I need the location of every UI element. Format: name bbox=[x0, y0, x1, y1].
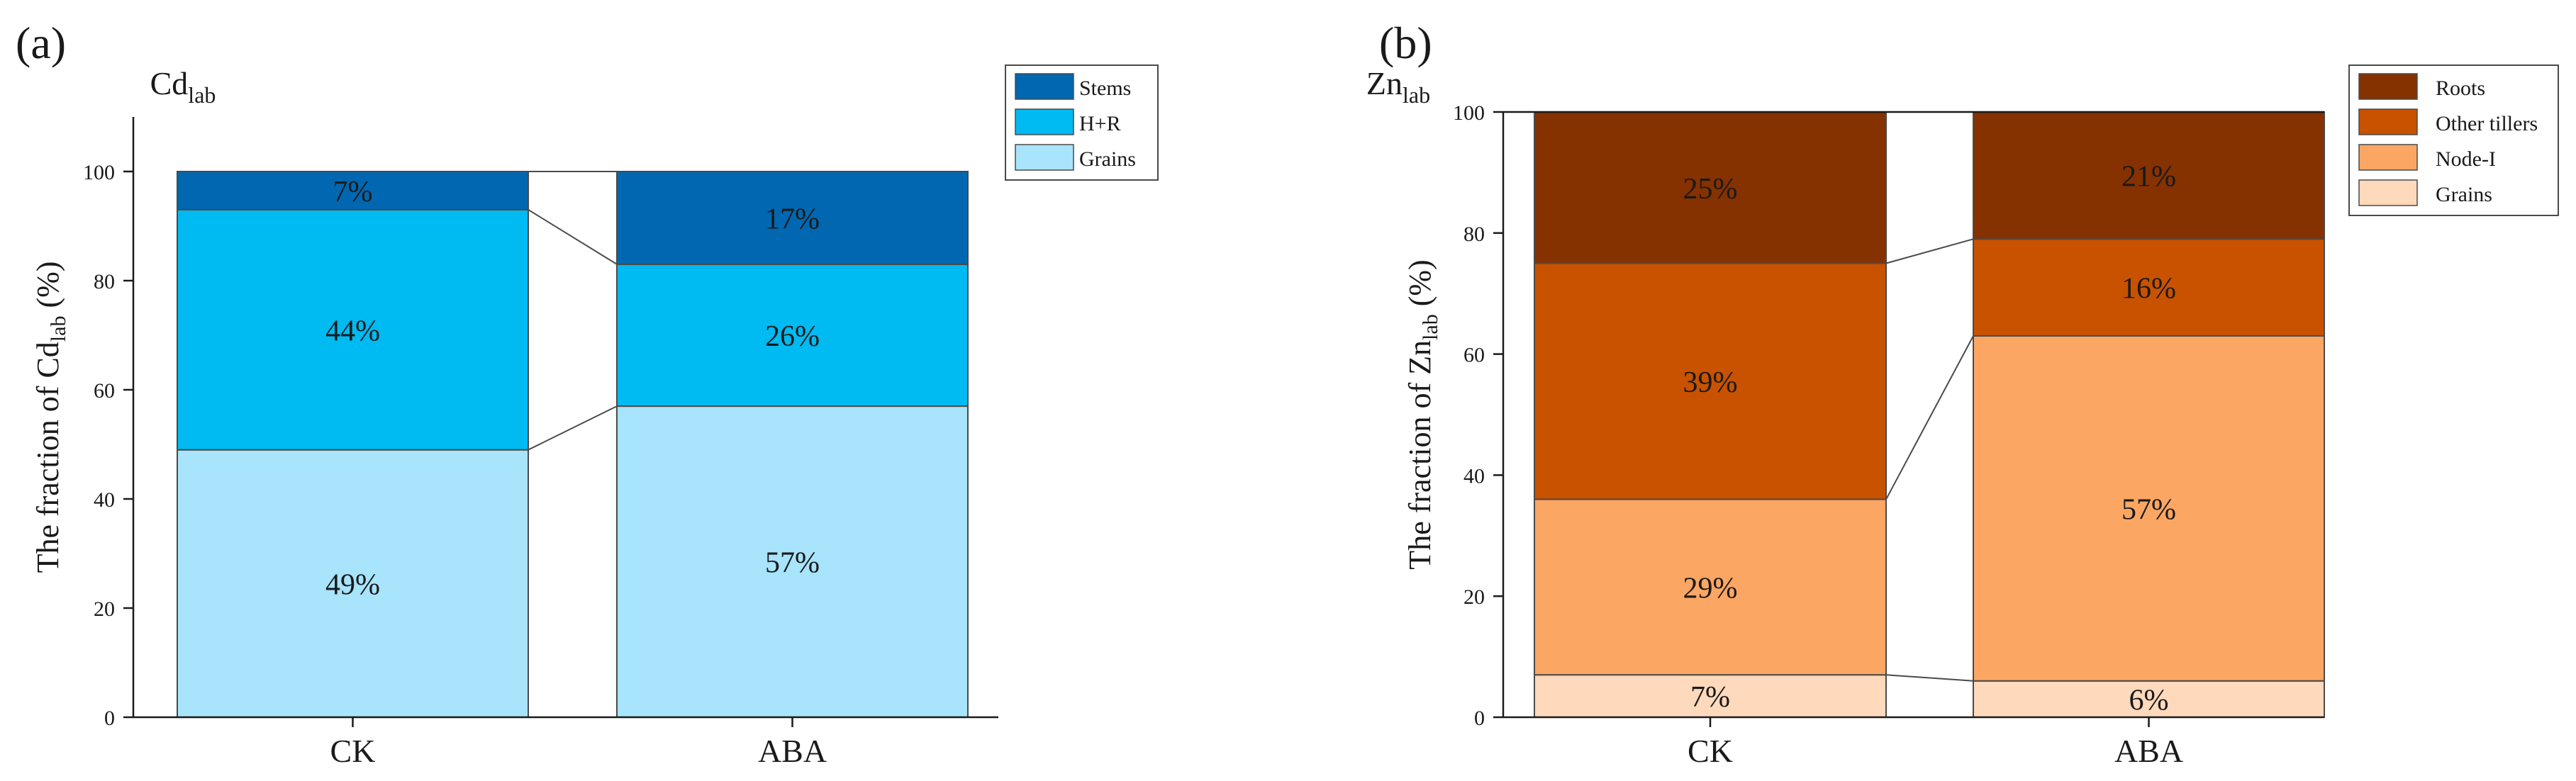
legend-swatch-grains bbox=[2358, 179, 2418, 206]
legend-swatch-roots bbox=[2358, 73, 2418, 100]
y-tick-label: 0 bbox=[104, 707, 115, 730]
bar-segment-aba-h-r bbox=[616, 263, 969, 408]
y-tick-label: 60 bbox=[1463, 344, 1485, 367]
y-tick-label: 80 bbox=[94, 270, 115, 293]
y-tick-label: 40 bbox=[94, 488, 115, 512]
connector-line-grains bbox=[1885, 674, 1974, 682]
y-axis-title-subscript: lab bbox=[47, 316, 70, 342]
y-axis-title: The fraction of Znlab (%) bbox=[1403, 259, 1442, 569]
bar-segment-ck-grains bbox=[177, 449, 529, 718]
legend-label-grains: Grains bbox=[2436, 183, 2492, 206]
y-axis-title-unit: (%) bbox=[1403, 259, 1437, 314]
y-tick-label: 20 bbox=[1463, 585, 1485, 609]
connector-line-grains bbox=[528, 405, 618, 451]
legend-swatch-node-i bbox=[2358, 144, 2418, 171]
data-label-ck-node-i: 29% bbox=[1683, 572, 1738, 605]
data-label-aba-h-r: 26% bbox=[765, 320, 820, 353]
bar-segment-ck-stems bbox=[177, 171, 529, 210]
bar-segment-ck-h-r bbox=[177, 208, 529, 451]
panel-label: (a) bbox=[16, 18, 66, 68]
bar-segment-ck-node-i bbox=[1534, 498, 1887, 676]
chart-title: Znlab bbox=[1366, 65, 1430, 108]
legend: Roots Other tillers Node-I Grains bbox=[2348, 64, 2559, 216]
chart-title-main: Zn bbox=[1366, 65, 1403, 101]
x-tick-label-aba: ABA bbox=[758, 733, 827, 769]
data-label-aba-node-i: 57% bbox=[2121, 493, 2176, 526]
data-label-aba-other-tillers: 16% bbox=[2121, 273, 2176, 305]
bar-segment-aba-stems bbox=[616, 171, 969, 265]
connector-line-h-r bbox=[528, 209, 618, 265]
chart-panel-b: (b)Znlab7%29%39%25%6%57%16%21%0204060801… bbox=[1366, 18, 2559, 769]
bar-segment-ck-grains bbox=[1534, 674, 1887, 718]
data-label-ck-grains: 49% bbox=[325, 568, 380, 601]
x-tick-label-ck: CK bbox=[1688, 733, 1733, 769]
data-label-aba-roots: 21% bbox=[2121, 161, 2176, 193]
y-tick-label: 80 bbox=[1463, 223, 1485, 246]
data-label-aba-stems: 17% bbox=[765, 203, 820, 235]
legend-swatch-grains bbox=[1015, 144, 1074, 171]
y-tick-label: 20 bbox=[94, 597, 115, 621]
data-label-aba-grains: 6% bbox=[2129, 684, 2169, 717]
legend-swatch-other-tillers bbox=[2358, 108, 2418, 135]
y-axis-title: The fraction of Cdlab (%) bbox=[30, 262, 70, 573]
legend-swatch-h-r bbox=[1015, 108, 1074, 135]
data-label-ck-h-r: 44% bbox=[325, 315, 380, 347]
legend-label-roots: Roots bbox=[2436, 77, 2485, 100]
x-tick-label-aba: ABA bbox=[2114, 733, 2183, 769]
x-tick-label-ck: CK bbox=[330, 733, 376, 769]
connector-line-other-tillers bbox=[1885, 238, 1974, 264]
y-axis-title-text: The fraction of Zn bbox=[1403, 340, 1437, 570]
chart-title: Cdlab bbox=[150, 65, 216, 108]
chart-title-main: Cd bbox=[150, 65, 189, 101]
bar-segment-aba-other-tillers bbox=[1973, 238, 2325, 337]
y-tick-label: 60 bbox=[94, 379, 115, 403]
legend-swatch-stems bbox=[1015, 73, 1074, 100]
y-tick-label: 40 bbox=[1463, 464, 1485, 488]
y-axis-title-text: The fraction of Cd bbox=[30, 342, 65, 573]
legend-label-other-tillers: Other tillers bbox=[2436, 112, 2538, 135]
legend-label-grains: Grains bbox=[1079, 147, 1136, 171]
data-label-ck-roots: 25% bbox=[1683, 173, 1738, 206]
chart-title-subscript: lab bbox=[1403, 82, 1430, 108]
data-label-ck-stems: 7% bbox=[333, 176, 373, 208]
legend-label-h-r: H+R bbox=[1079, 112, 1121, 135]
bar-segment-ck-other-tillers bbox=[1534, 262, 1887, 500]
data-label-ck-other-tillers: 39% bbox=[1683, 366, 1738, 399]
legend-label-node-i: Node-I bbox=[2436, 147, 2496, 171]
y-tick-label: 100 bbox=[1453, 101, 1485, 125]
bar-segment-ck-roots bbox=[1534, 111, 1887, 264]
panel-label: (b) bbox=[1379, 18, 1432, 68]
bar-segment-aba-roots bbox=[1973, 111, 2325, 240]
data-label-aba-grains: 57% bbox=[765, 547, 820, 580]
data-label-ck-grains: 7% bbox=[1690, 681, 1730, 714]
legend-label-stems: Stems bbox=[1079, 77, 1131, 100]
chart-title-subscript: lab bbox=[188, 82, 216, 108]
y-axis-title-unit: (%) bbox=[30, 262, 65, 316]
connector-line-node-i bbox=[1885, 335, 1974, 500]
y-tick-label: 100 bbox=[83, 161, 115, 184]
y-axis-title-subscript: lab bbox=[1419, 314, 1442, 340]
y-tick-label: 0 bbox=[1474, 707, 1485, 730]
legend: Stems H+R Grains bbox=[1005, 64, 1159, 181]
bar-segment-aba-node-i bbox=[1973, 335, 2325, 682]
